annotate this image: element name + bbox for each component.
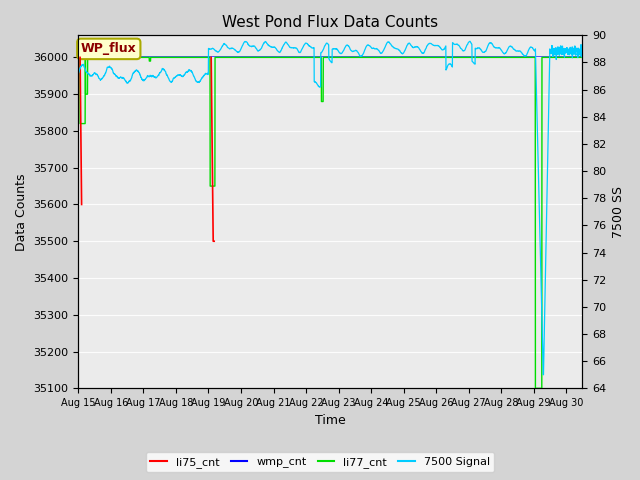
Y-axis label: 7500 SS: 7500 SS [612,186,625,238]
Y-axis label: Data Counts: Data Counts [15,173,28,251]
Legend: li75_cnt, wmp_cnt, li77_cnt, 7500 Signal: li75_cnt, wmp_cnt, li77_cnt, 7500 Signal [146,452,494,472]
Text: WP_flux: WP_flux [81,42,137,55]
X-axis label: Time: Time [315,414,346,427]
Title: West Pond Flux Data Counts: West Pond Flux Data Counts [222,15,438,30]
